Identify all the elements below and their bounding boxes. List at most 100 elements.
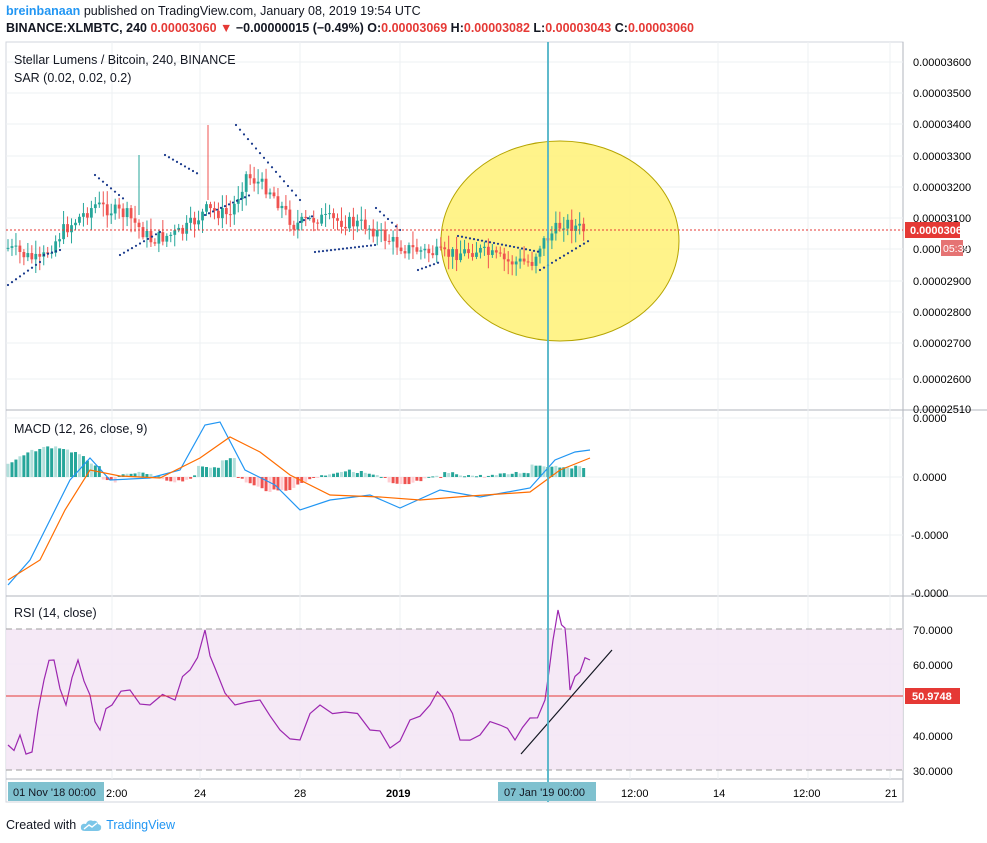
rsi-tick: 60.0000 [913, 660, 953, 672]
candle-body [296, 222, 300, 230]
candle-body [514, 261, 518, 265]
macd-bar [343, 471, 347, 477]
time-tick: 28 [294, 788, 306, 800]
sar-dot [562, 254, 566, 257]
macd-bar [157, 476, 161, 478]
candle-body [232, 203, 236, 215]
macd-bar [403, 477, 407, 485]
macd-bar [324, 475, 328, 477]
candle-body [10, 246, 14, 248]
macd-bar [193, 475, 197, 477]
macd-bar [467, 475, 471, 477]
macd-bar [447, 473, 451, 477]
candle-body [256, 181, 260, 184]
sar-dot [167, 156, 171, 159]
candle-body [320, 214, 324, 224]
macd-legend: MACD (12, 26, close, 9) [14, 422, 147, 436]
macd-bar [77, 454, 81, 477]
high-label: H: [450, 21, 464, 35]
sar-dot [524, 248, 528, 251]
sar-dot [154, 233, 158, 236]
candle-body [201, 211, 204, 221]
sar-dot [282, 180, 286, 183]
macd-bar [50, 448, 54, 477]
sar-dot [231, 201, 235, 204]
macd-bar [141, 472, 145, 477]
candle-body [97, 202, 101, 205]
candle-body [439, 246, 443, 248]
sar-dot [554, 259, 558, 262]
macd-bar [443, 472, 447, 477]
candle-body [534, 256, 538, 266]
candle-body [447, 249, 451, 257]
macd-bar [264, 477, 268, 492]
macd-bar [359, 470, 363, 477]
macd-bar [177, 477, 181, 481]
candle-body [483, 246, 486, 248]
sar-dot [243, 196, 247, 199]
candle-body [300, 216, 304, 223]
candle-body [479, 247, 482, 253]
sar-dots [6, 123, 590, 287]
macd-bar [339, 471, 343, 477]
sar-dot [227, 203, 231, 206]
candle-body [153, 242, 157, 244]
sar-dot [570, 249, 574, 252]
macd-bar [308, 477, 312, 480]
macd-bar [514, 471, 518, 477]
last-price: 0.00003060 [150, 21, 217, 35]
sar-dot [582, 242, 586, 245]
candle-body [185, 222, 189, 234]
sar-dot [298, 220, 302, 224]
macd-bar [256, 477, 260, 487]
candle-body [177, 227, 181, 231]
open-label: O: [367, 21, 382, 35]
macd-tick: 0.0000 [913, 413, 947, 425]
candle-body [217, 210, 220, 219]
sar-dot [420, 267, 424, 270]
macd-bar [498, 473, 502, 477]
sar-dot [349, 246, 353, 249]
sar-dot [321, 249, 325, 253]
macd-bar [66, 449, 70, 477]
candle-body [494, 250, 498, 253]
time-tick: 21 [885, 788, 897, 800]
candle-body [427, 248, 431, 254]
tradingview-link[interactable]: TradingView [106, 818, 175, 832]
left-date-badge [8, 782, 104, 801]
candle-body [502, 253, 506, 260]
price-tick: 0.00003500 [913, 88, 971, 100]
macd-bar [109, 477, 113, 481]
candle-body [161, 232, 165, 242]
sar-dot [38, 260, 42, 264]
candle-body [367, 228, 371, 230]
candle-body [443, 247, 447, 250]
current-price-badge [905, 222, 960, 238]
macd-bar [181, 477, 185, 482]
sar-dot [298, 198, 302, 202]
sar-dot [195, 172, 199, 175]
candle-body [109, 213, 113, 216]
candle-body [550, 233, 554, 241]
sar-dot [215, 208, 219, 211]
macd-bar [367, 473, 371, 477]
macd-bar [494, 475, 498, 477]
sar-dot [374, 206, 378, 210]
macd-bar [534, 465, 538, 477]
macd-bar [276, 477, 280, 491]
time-tick: 14 [713, 788, 725, 800]
sar-dot [416, 268, 420, 272]
sar-dot [341, 247, 345, 250]
macd-bar [268, 477, 272, 492]
publish-line: breinbanaan published on TradingView.com… [6, 4, 421, 18]
candle-body [332, 213, 335, 219]
candle-body [86, 213, 89, 218]
candle-body [407, 245, 411, 254]
high-value: 0.00003082 [463, 21, 530, 35]
candle-body [240, 191, 244, 200]
candle-body [213, 208, 216, 211]
username-link[interactable]: breinbanaan [6, 4, 81, 18]
left-date-text: 01 Nov '18 00:00 [13, 787, 96, 799]
candle-body [340, 220, 343, 227]
